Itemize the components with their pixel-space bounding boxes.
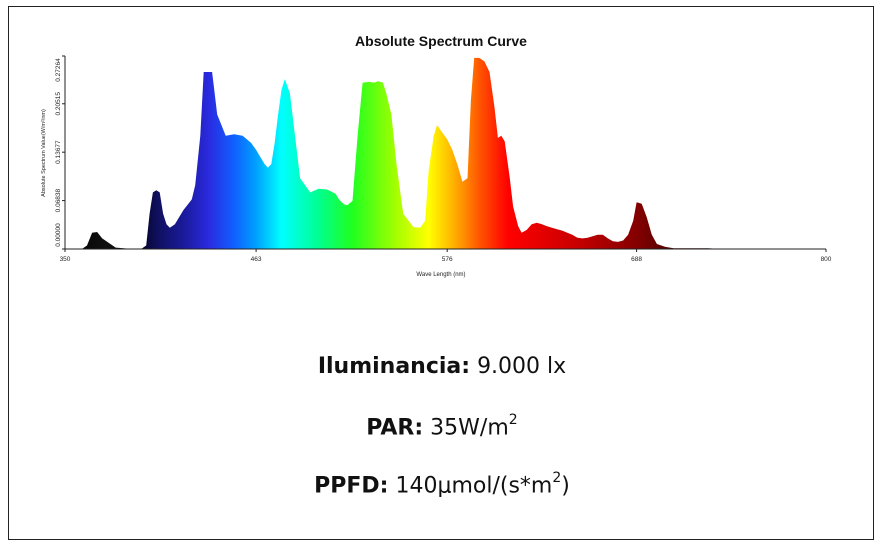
x-tick-label: 800 [821,256,832,263]
ppfd-line: PPFD: 140μmol/(s*m2) [0,470,884,499]
x-axis-label: Wave Length (nm) [416,272,465,278]
y-tick-label: 0.06838 [55,188,62,212]
par-value: 35W/m [430,415,509,441]
ppfd-value: 140μmol/(s*m [395,473,553,499]
ppfd-close: ) [561,473,570,499]
par-line: PAR: 35W/m2 [0,412,884,441]
ppfd-label: PPFD: [314,473,389,499]
x-tick-label: 350 [60,256,71,263]
y-tick-label: 0.00000 [55,223,62,247]
y-axis-label: Absolute Spectrum Value(W/m²/nm) [41,109,47,197]
ppfd-exponent: 2 [552,470,562,486]
spectrum-chart: Absolute Spectrum Curve 350 463 576 688 800 … [41,33,832,278]
par-exponent: 2 [508,412,518,428]
iluminancia-label: Iluminancia: [317,354,471,379]
x-tick-label: 576 [442,256,453,263]
x-tick-label: 688 [631,256,642,263]
y-tick-label: 0.27264 [55,58,62,82]
par-label: PAR: [366,415,424,441]
y-tick-label: 0.13677 [55,140,62,164]
iluminancia-value: 9.000 lx [477,354,567,379]
x-tick-label: 463 [251,256,262,263]
figure-frame [8,6,874,540]
y-tick-label: 0.20515 [55,92,62,116]
x-tick-labels: 350 463 576 688 800 [60,249,832,263]
chart-title: Absolute Spectrum Curve [355,33,527,49]
y-tick-labels: 0.00000 0.06838 0.13677 0.20515 0.27264 [55,55,65,250]
iluminancia-line: Iluminancia: 9.000 lx [0,354,884,379]
spectrum-area [65,57,826,250]
